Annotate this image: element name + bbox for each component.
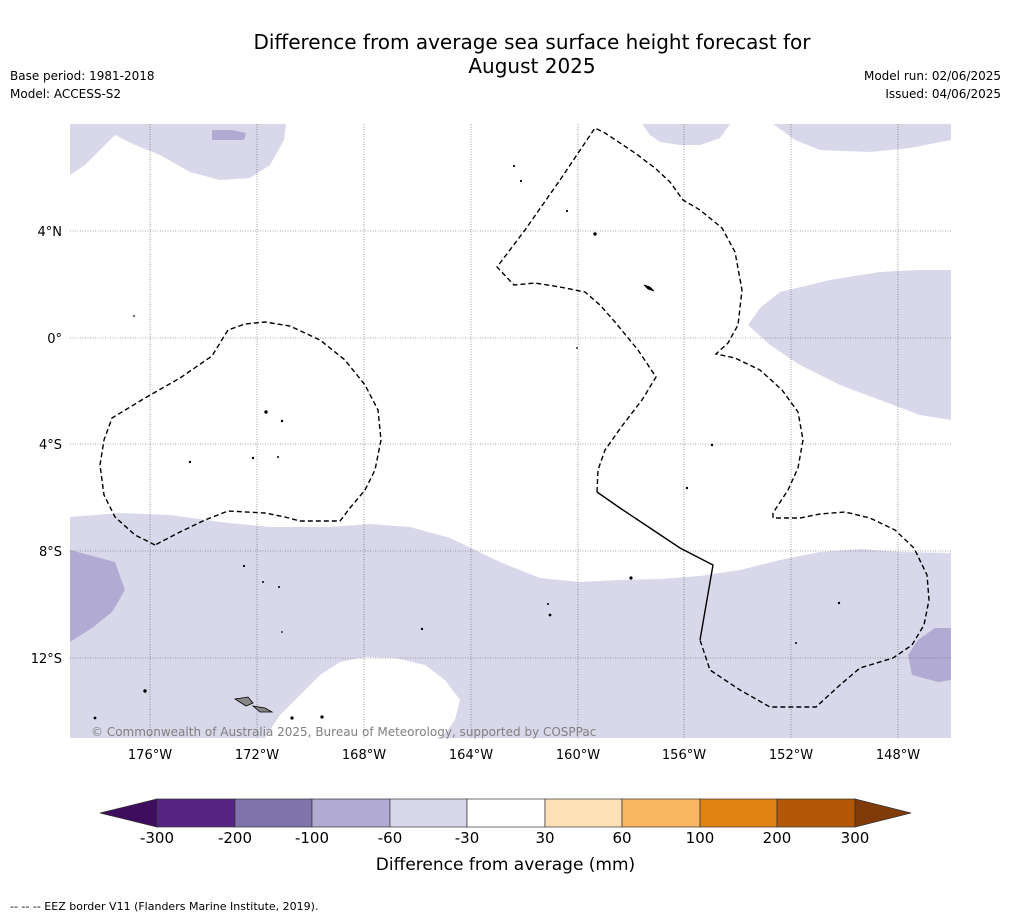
title-line-1: Difference from average sea surface heig… [253,30,811,54]
colorbar-tick: -300 [139,829,175,847]
latitude-labels: 4°N 0° 4°S 8°S 12°S [31,225,62,667]
graticule [70,124,951,738]
lon-label: 168°W [342,748,386,763]
base-period-text: Base period: 1981-2018 [10,69,155,83]
colorbar-ticks: -300 -200 -100 -60 -30 30 60 100 200 300 [0,829,1011,849]
eez-border-solid [596,491,714,641]
colorbar-segment [311,798,391,828]
lon-label: 160°W [556,748,600,763]
anomaly-region-right-middle [748,270,951,420]
map-title: Difference from average sea surface heig… [180,30,884,78]
lon-label: 148°W [876,748,920,763]
lon-label: 172°W [235,748,279,763]
colorbar-segment [234,798,313,828]
anomaly-region-west-dark [70,550,125,642]
eez-borders [99,127,930,708]
meta-left: Base period: 1981-2018 Model: ACCESS-S2 [10,67,155,103]
map-plot-area [70,124,951,738]
lon-label: 152°W [769,748,813,763]
lat-label: 12°S [31,652,62,667]
colorbar-tick: -200 [217,829,253,847]
colorbar-arrow-high [854,798,912,828]
model-run-text: Model run: 02/06/2025 [863,69,1001,83]
colorbar-segment [156,798,236,828]
title-line-2: August 2025 [468,54,596,78]
anomaly-region-south-band [70,513,951,738]
colorbar-tick: 30 [535,829,555,847]
model-text: Model: ACCESS-S2 [10,87,122,101]
lat-label: 4°S [39,438,62,453]
colorbar-segment [776,798,856,828]
colorbar-segment [699,798,778,828]
colorbar-tick: 100 [685,829,715,847]
anomaly-region-top-left-dark [212,130,246,140]
colorbar-tick: 60 [612,829,632,847]
longitude-labels: 176°W 172°W 168°W 164°W 160°W 156°W 152°… [128,748,920,763]
anomaly-region-east-dark [908,628,951,682]
colorbar-segment [466,798,546,828]
colorbar-segment [544,798,623,828]
colorbar-title: Difference from average (mm) [375,855,636,875]
colorbar [99,798,912,828]
lat-label: 4°N [38,225,63,240]
meta-right: Model run: 02/06/2025 Issued: 04/06/2025 [864,67,1001,103]
colorbar-tick: -30 [454,829,480,847]
colorbar-tick: -100 [294,829,330,847]
colorbar-tick: 200 [762,829,792,847]
lon-label: 176°W [128,748,172,763]
eez-footnote: -- -- -- EEZ border V11 (Flanders Marine… [10,900,319,913]
colorbar-tick: -60 [377,829,403,847]
anomaly-region-top-middle [642,124,730,145]
islands [93,164,841,720]
colorbar-segment [389,798,468,828]
lat-label: 0° [47,332,62,347]
issued-text: Issued: 04/06/2025 [885,87,1001,101]
copyright-notice: © Commonwealth of Australia 2025, Bureau… [91,725,596,739]
lat-label: 8°S [39,545,62,560]
colorbar-arrow-low [99,798,158,828]
colorbar-segment [621,798,701,828]
colorbar-tick: 300 [840,829,870,847]
anomaly-region-top-right [773,124,951,152]
lon-label: 164°W [449,748,493,763]
lon-label: 156°W [662,748,706,763]
